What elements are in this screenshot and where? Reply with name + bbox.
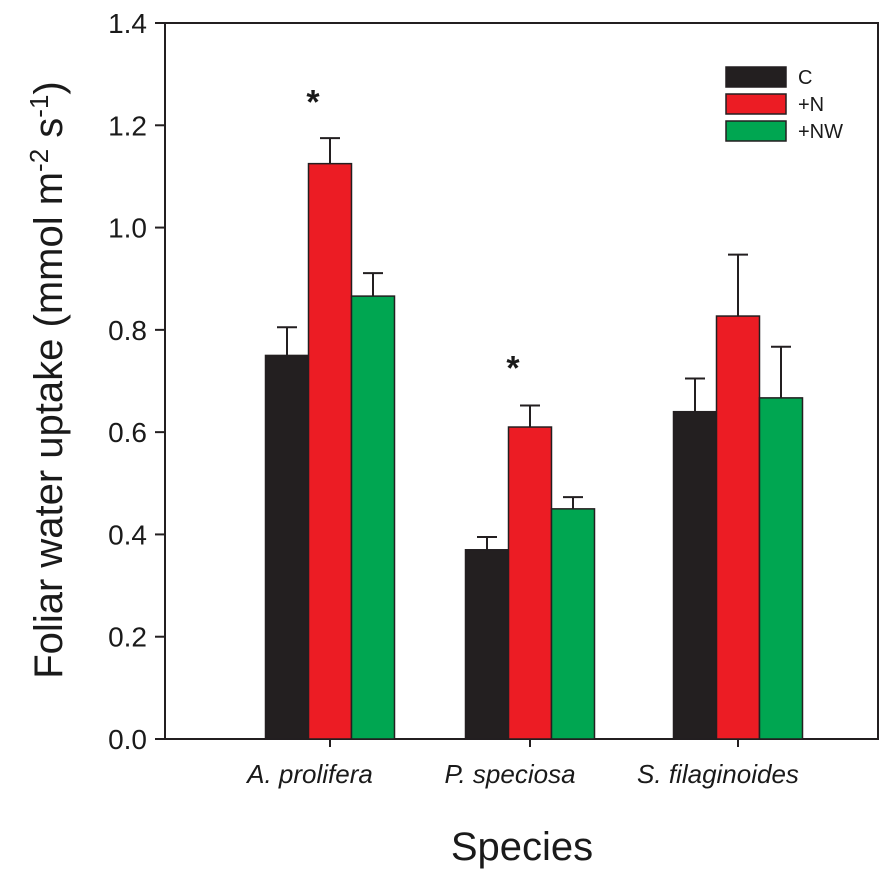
significance-marker: *	[506, 349, 520, 387]
x-axis: A. prolifera P. speciosa S. filaginoides	[245, 739, 799, 789]
x-axis-title: Species	[451, 825, 593, 869]
y-axis-title-sup1: -2	[24, 149, 54, 172]
y-tick-label: 1.0	[108, 213, 147, 244]
significance-marker: *	[306, 83, 320, 121]
error-bars	[277, 137, 791, 550]
y-axis-title-main: Foliar water uptake (mmol m	[27, 172, 71, 679]
bar-nw-1	[550, 508, 596, 740]
legend-swatch-n	[725, 93, 787, 115]
x-category-label: P. speciosa	[444, 759, 575, 789]
legend-label: +NW	[798, 121, 843, 143]
legend: C +N +NW	[725, 66, 843, 143]
y-tick-label: 1.4	[108, 8, 147, 39]
y-axis-title-mid: s	[27, 118, 71, 149]
y-axis-title-end: )	[27, 81, 71, 94]
y-axis: 0.0 0.2 0.4 0.6 0.8 1.0 1.2 1.4	[108, 8, 165, 755]
y-axis-title-sup2: -1	[24, 95, 54, 118]
annotations: **	[306, 83, 520, 387]
legend-swatch-c	[725, 66, 787, 88]
x-category-label: S. filaginoides	[637, 759, 799, 789]
y-tick-label: 0.0	[108, 724, 147, 755]
y-tick-label: 0.6	[108, 417, 147, 448]
bar-nw-2	[758, 397, 804, 740]
bar-c-2	[672, 410, 718, 740]
y-axis-title: Foliar water uptake (mmol m-2 s-1)	[24, 81, 71, 679]
bars	[264, 162, 804, 740]
bar-n-1	[507, 426, 553, 740]
legend-label: C	[798, 67, 812, 89]
bar-nw-0	[350, 295, 396, 740]
y-tick-label: 0.2	[108, 622, 147, 653]
legend-swatch-nw	[725, 120, 787, 142]
x-category-label: A. prolifera	[245, 759, 373, 789]
bar-n-0	[307, 162, 353, 740]
bar-c-0	[264, 354, 310, 740]
y-tick-label: 0.4	[108, 519, 147, 550]
bar-n-2	[715, 315, 761, 740]
bar-c-1	[464, 549, 510, 740]
y-tick-label: 1.2	[108, 110, 147, 141]
y-tick-label: 0.8	[108, 315, 147, 346]
legend-label: +N	[798, 94, 824, 116]
